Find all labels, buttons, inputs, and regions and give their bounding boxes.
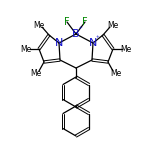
Text: ⁺: ⁺ (78, 27, 82, 33)
Text: Me: Me (30, 69, 42, 78)
Text: N: N (55, 38, 63, 48)
Text: N: N (89, 38, 97, 48)
Text: ⁺: ⁺ (95, 36, 99, 42)
Text: Me: Me (120, 45, 132, 54)
Text: F: F (64, 17, 70, 27)
Text: Me: Me (20, 45, 32, 54)
Text: B: B (72, 29, 80, 39)
Text: Me: Me (107, 21, 119, 29)
Text: F: F (82, 17, 88, 27)
Text: Me: Me (33, 21, 45, 29)
Text: Me: Me (110, 69, 122, 78)
